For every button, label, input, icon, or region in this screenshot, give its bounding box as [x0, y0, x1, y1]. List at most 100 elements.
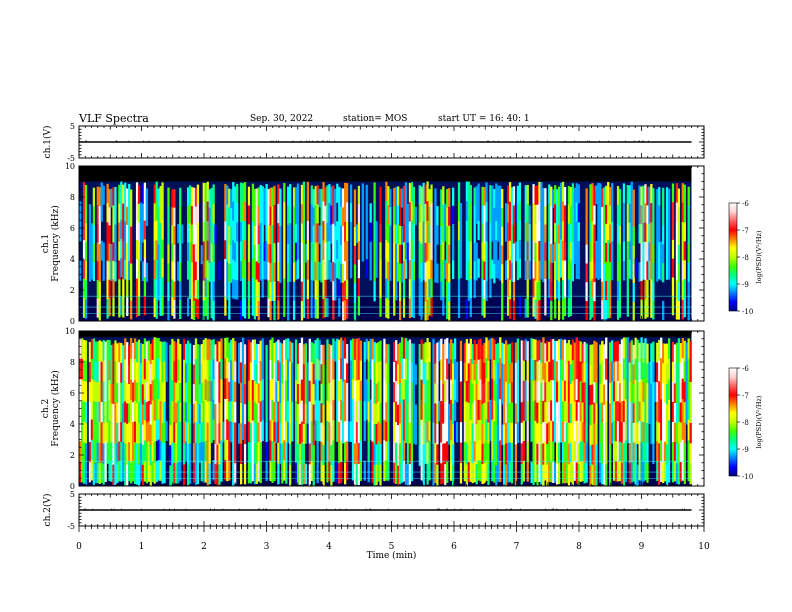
spectrogram-cell: [530, 338, 533, 360]
spectrogram-cell: [532, 380, 535, 402]
spectrogram-cell: [546, 444, 549, 466]
y-tick-label: 5: [70, 490, 75, 499]
spectrogram-cell: [118, 184, 121, 205]
spectrogram-cell: [84, 361, 88, 382]
spectrogram-cell: [316, 462, 319, 484]
spectrogram-cell: [212, 223, 215, 243]
spectrogram-cell: [624, 337, 628, 359]
spectrogram-cell: [188, 204, 192, 224]
spectrogram-cell: [583, 462, 586, 484]
spectrogram-cell: [640, 299, 643, 319]
spectrogram-cell: [662, 244, 665, 264]
spectrogram-cell: [552, 189, 555, 208]
spectrogram-cell: [611, 183, 614, 203]
spectrogram-cell: [640, 186, 643, 206]
spectrogram-cell: [102, 381, 105, 403]
spectrogram-cell: [259, 242, 262, 262]
spectrogram-cell: [196, 463, 200, 485]
spectrogram-cell: [351, 338, 355, 360]
spectrogram-cell: [179, 206, 182, 226]
spectrogram-cell: [495, 465, 498, 486]
spectrogram-cell: [585, 263, 588, 283]
spectrogram-cell: [326, 380, 329, 401]
spectrogram-cell: [96, 261, 99, 281]
spectrogram-cell: [571, 401, 575, 423]
spectrogram-cell: [82, 462, 86, 484]
spectrogram-cell: [120, 382, 123, 403]
spectrogram-cell: [230, 207, 233, 227]
spectrogram-cell: [88, 204, 92, 224]
spectrogram-cell: [510, 442, 514, 464]
spectrogram-cell: [232, 422, 235, 444]
spectrogram-cell: [183, 422, 186, 444]
spectrogram-cell: [585, 383, 588, 404]
spectrogram-cell: [467, 260, 470, 282]
spectrogram-cell: [175, 382, 178, 404]
spectrogram-cell: [505, 381, 508, 403]
spectrogram-cell: [599, 443, 602, 463]
colorbar-label: log(PSD)(V²/Hz): [755, 395, 763, 448]
spectrogram-cell: [296, 343, 300, 365]
spectrogram-cell: [609, 423, 612, 445]
spectrogram-cell: [510, 262, 514, 283]
spectrogram-cell: [483, 402, 486, 424]
spectrogram-cell: [469, 184, 472, 205]
spectrogram-cell: [571, 381, 575, 403]
spectrogram-cell: [542, 379, 545, 402]
spectrogram-cell: [571, 464, 575, 486]
spectrogram-cell: [471, 463, 474, 484]
spectrogram-cell: [379, 402, 382, 424]
spectrogram-cell: [595, 424, 598, 445]
spectrogram-cell: [664, 382, 667, 403]
spectrogram-cell: [485, 378, 488, 400]
spectrogram-cell: [428, 401, 431, 422]
spectrogram-cell: [92, 206, 96, 226]
spectrogram-cell: [340, 263, 343, 283]
spectrogram-cell: [612, 460, 616, 481]
spectrogram-cell: [626, 278, 629, 298]
spectrogram-cell: [400, 399, 404, 421]
spectrogram-cell: [281, 403, 284, 424]
spectrogram-cell: [532, 259, 535, 279]
spectrogram-cell: [375, 221, 378, 241]
spectrogram-cell: [122, 260, 125, 280]
spectrogram-cell: [642, 382, 645, 403]
spectrogram-cell: [122, 461, 125, 481]
spectrogram-cell: [687, 205, 690, 226]
spectrogram-cell: [300, 281, 304, 302]
spectrogram-cell: [605, 379, 608, 402]
spectrogram-cell: [365, 399, 368, 420]
spectrogram-cell: [548, 278, 551, 299]
spectrogram-cell: [605, 400, 608, 423]
spectrogram-cell: [569, 278, 573, 298]
spectrogram-cell: [532, 278, 535, 298]
spectrogram-cell: [306, 240, 309, 261]
spectrogram-cell: [253, 422, 256, 444]
spectrogram-cell: [530, 379, 533, 401]
spectrogram-cell: [589, 203, 592, 224]
spectrogram-cell: [665, 383, 669, 405]
y-axis-label-channel: ch.2: [41, 399, 51, 418]
spectrogram-cell: [485, 419, 488, 441]
spectrogram-cell: [628, 463, 631, 484]
spectrogram-cell: [428, 361, 431, 382]
spectrogram-cell: [599, 202, 602, 222]
spectrogram-cell: [642, 461, 645, 482]
spectrogram-cell: [334, 226, 337, 245]
spectrogram-cell: [126, 261, 129, 280]
spectrogram-cell: [589, 261, 592, 282]
spectrogram-cell: [100, 462, 103, 483]
spectrogram-cell: [397, 404, 400, 426]
spectrogram-cell: [420, 281, 423, 302]
spectrogram-cell: [434, 244, 437, 264]
spectrogram-cell: [683, 298, 686, 318]
spectrogram-cell: [253, 339, 256, 361]
spectrogram-cell: [481, 205, 484, 224]
spectrogram-cell: [357, 259, 361, 279]
spectrogram-cell: [90, 459, 94, 481]
spectrogram-cell: [628, 443, 631, 464]
spectrogram-cell: [528, 205, 531, 225]
spectrogram-cell: [577, 222, 580, 242]
spectrogram-cell: [422, 444, 425, 466]
spectrogram-cell: [404, 359, 408, 381]
